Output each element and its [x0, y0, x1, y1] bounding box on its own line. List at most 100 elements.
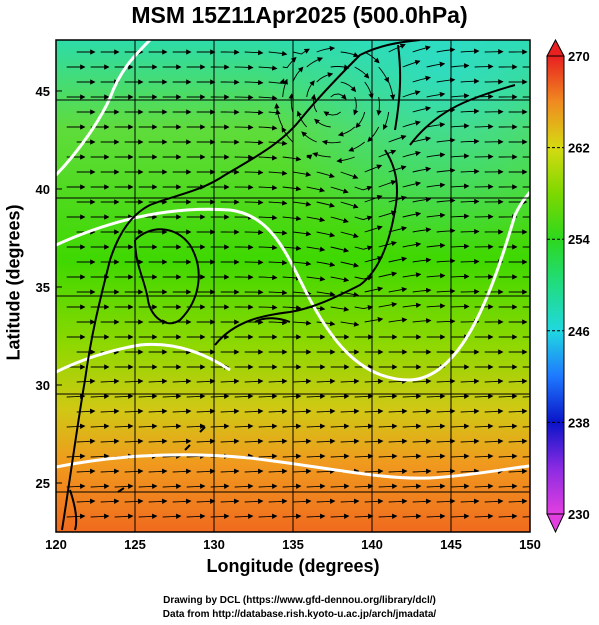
streamline-arrow	[340, 171, 359, 179]
streamline-arrow	[426, 91, 446, 98]
streamline-arrow	[330, 306, 350, 312]
streamline-arrow	[412, 257, 432, 263]
streamline-arrow	[90, 423, 110, 429]
streamline-arrow	[450, 93, 470, 99]
streamline-arrow	[460, 168, 480, 175]
streamline-arrow	[364, 408, 384, 414]
streamline-arrow	[364, 498, 384, 504]
contour-north	[56, 40, 152, 177]
streamline-arrow	[330, 453, 350, 459]
coast-continent	[61, 40, 421, 531]
streamline-arrow	[388, 317, 408, 323]
streamline-arrow	[258, 185, 278, 191]
streamline-arrow	[402, 423, 422, 429]
streamline-arrow	[450, 453, 470, 459]
streamline-arrow	[258, 155, 278, 161]
streamline-arrow	[268, 200, 288, 206]
streamline-arrow	[244, 199, 264, 206]
streamline-arrow	[76, 468, 96, 474]
streamline-arrow	[234, 423, 254, 429]
streamline-arrow	[100, 438, 120, 444]
streamline-arrow	[402, 241, 422, 248]
streamline-arrow	[484, 378, 504, 384]
streamline-arrow	[354, 185, 373, 191]
streamline-arrow	[450, 213, 470, 219]
streamline-arrow	[388, 134, 407, 143]
streamline-arrow	[268, 468, 288, 474]
streamline-arrow	[124, 378, 144, 384]
streamline-arrow	[292, 260, 312, 267]
streamline-arrow	[148, 438, 168, 444]
y-tick-label: 35	[36, 280, 50, 295]
streamline-arrow	[172, 498, 192, 504]
streamline-arrow	[258, 453, 278, 459]
streamline-arrow	[436, 468, 456, 474]
coast-sakhalin	[394, 44, 402, 131]
streamline-arrow	[292, 201, 312, 207]
streamline-arrow	[90, 483, 110, 489]
streamline-arrow	[258, 274, 278, 281]
streamline-arrow	[316, 72, 334, 83]
streamline-arrow	[66, 483, 86, 489]
streamline-arrow	[460, 228, 480, 235]
isotherm-contours	[56, 40, 530, 480]
streamline-arrow	[450, 273, 470, 280]
x-axis-label: Longitude (degrees)	[206, 556, 380, 576]
streamline-arrow	[330, 64, 350, 70]
streamline-arrow	[354, 245, 373, 251]
streamline-arrow	[460, 48, 480, 54]
streamline-arrow	[316, 498, 336, 504]
streamline-arrow	[378, 180, 397, 188]
streamline-arrow	[90, 453, 110, 459]
coast-ryukyu	[117, 426, 206, 493]
streamline-arrow	[364, 378, 384, 384]
streamline-arrow	[412, 106, 432, 113]
streamline-arrow	[268, 408, 288, 414]
streamline-arrow	[292, 438, 312, 444]
streamline-arrow	[364, 81, 374, 100]
streamline-arrow	[336, 156, 355, 164]
streamline-arrow	[522, 516, 530, 518]
streamline-arrow	[162, 453, 182, 459]
streamline-arrow	[412, 468, 432, 474]
streamline-arrow	[90, 393, 110, 399]
streamline-arrow	[244, 378, 264, 384]
streamline-arrow	[402, 59, 421, 68]
streamline-arrow	[316, 291, 336, 297]
coast-korea	[134, 228, 200, 325]
streamline-arrow	[114, 393, 134, 399]
streamline-arrow	[354, 393, 374, 399]
streamline-arrow	[268, 50, 288, 57]
streamline-arrow	[436, 288, 456, 294]
streamline-arrow	[450, 483, 470, 489]
streamline-arrow	[426, 483, 446, 489]
colorbar: 270 262 254 246 238 230	[546, 38, 590, 534]
streamline-arrow	[282, 305, 302, 311]
streamline-arrow	[301, 131, 317, 143]
coast-kyushu-honshu	[214, 149, 398, 346]
streamline-arrow	[258, 214, 278, 221]
streamline-arrow	[412, 408, 432, 414]
streamline-arrow	[382, 111, 390, 131]
streamline-arrow	[316, 468, 336, 474]
streamline-arrow	[508, 408, 528, 414]
streamline-arrow	[220, 498, 240, 504]
streamline-arrow	[244, 229, 264, 235]
streamline-arrow	[460, 258, 480, 265]
streamline-arrow	[288, 93, 294, 113]
streamline-arrow	[292, 66, 304, 83]
streamline-arrow	[436, 198, 456, 204]
streamline-arrow	[436, 228, 456, 234]
streamline-arrow	[312, 152, 331, 158]
streamline-arrow	[388, 256, 408, 263]
streamline-arrow	[268, 260, 288, 266]
streamline-arrow	[314, 118, 331, 128]
streamline-arrow	[426, 453, 446, 459]
contour-south	[56, 453, 530, 480]
streamline-arrow	[402, 513, 422, 519]
colorbar-tick-label: 238	[568, 415, 590, 430]
streamline-arrow	[484, 438, 504, 444]
streamline-arrow	[258, 65, 278, 71]
streamline-arrow	[340, 378, 360, 384]
streamline-arrow	[498, 453, 518, 459]
